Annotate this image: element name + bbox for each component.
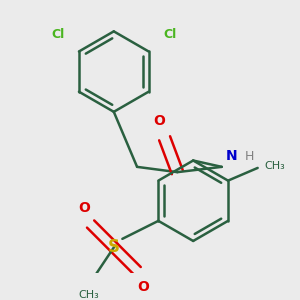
Text: N: N: [226, 148, 238, 163]
Text: O: O: [153, 114, 165, 128]
Text: Cl: Cl: [164, 28, 177, 41]
Text: S: S: [108, 238, 120, 256]
Text: O: O: [138, 280, 149, 294]
Text: Cl: Cl: [51, 28, 64, 41]
Text: O: O: [78, 200, 90, 214]
Text: CH₃: CH₃: [78, 290, 99, 300]
Text: H: H: [245, 150, 254, 163]
Text: CH₃: CH₃: [264, 161, 285, 171]
